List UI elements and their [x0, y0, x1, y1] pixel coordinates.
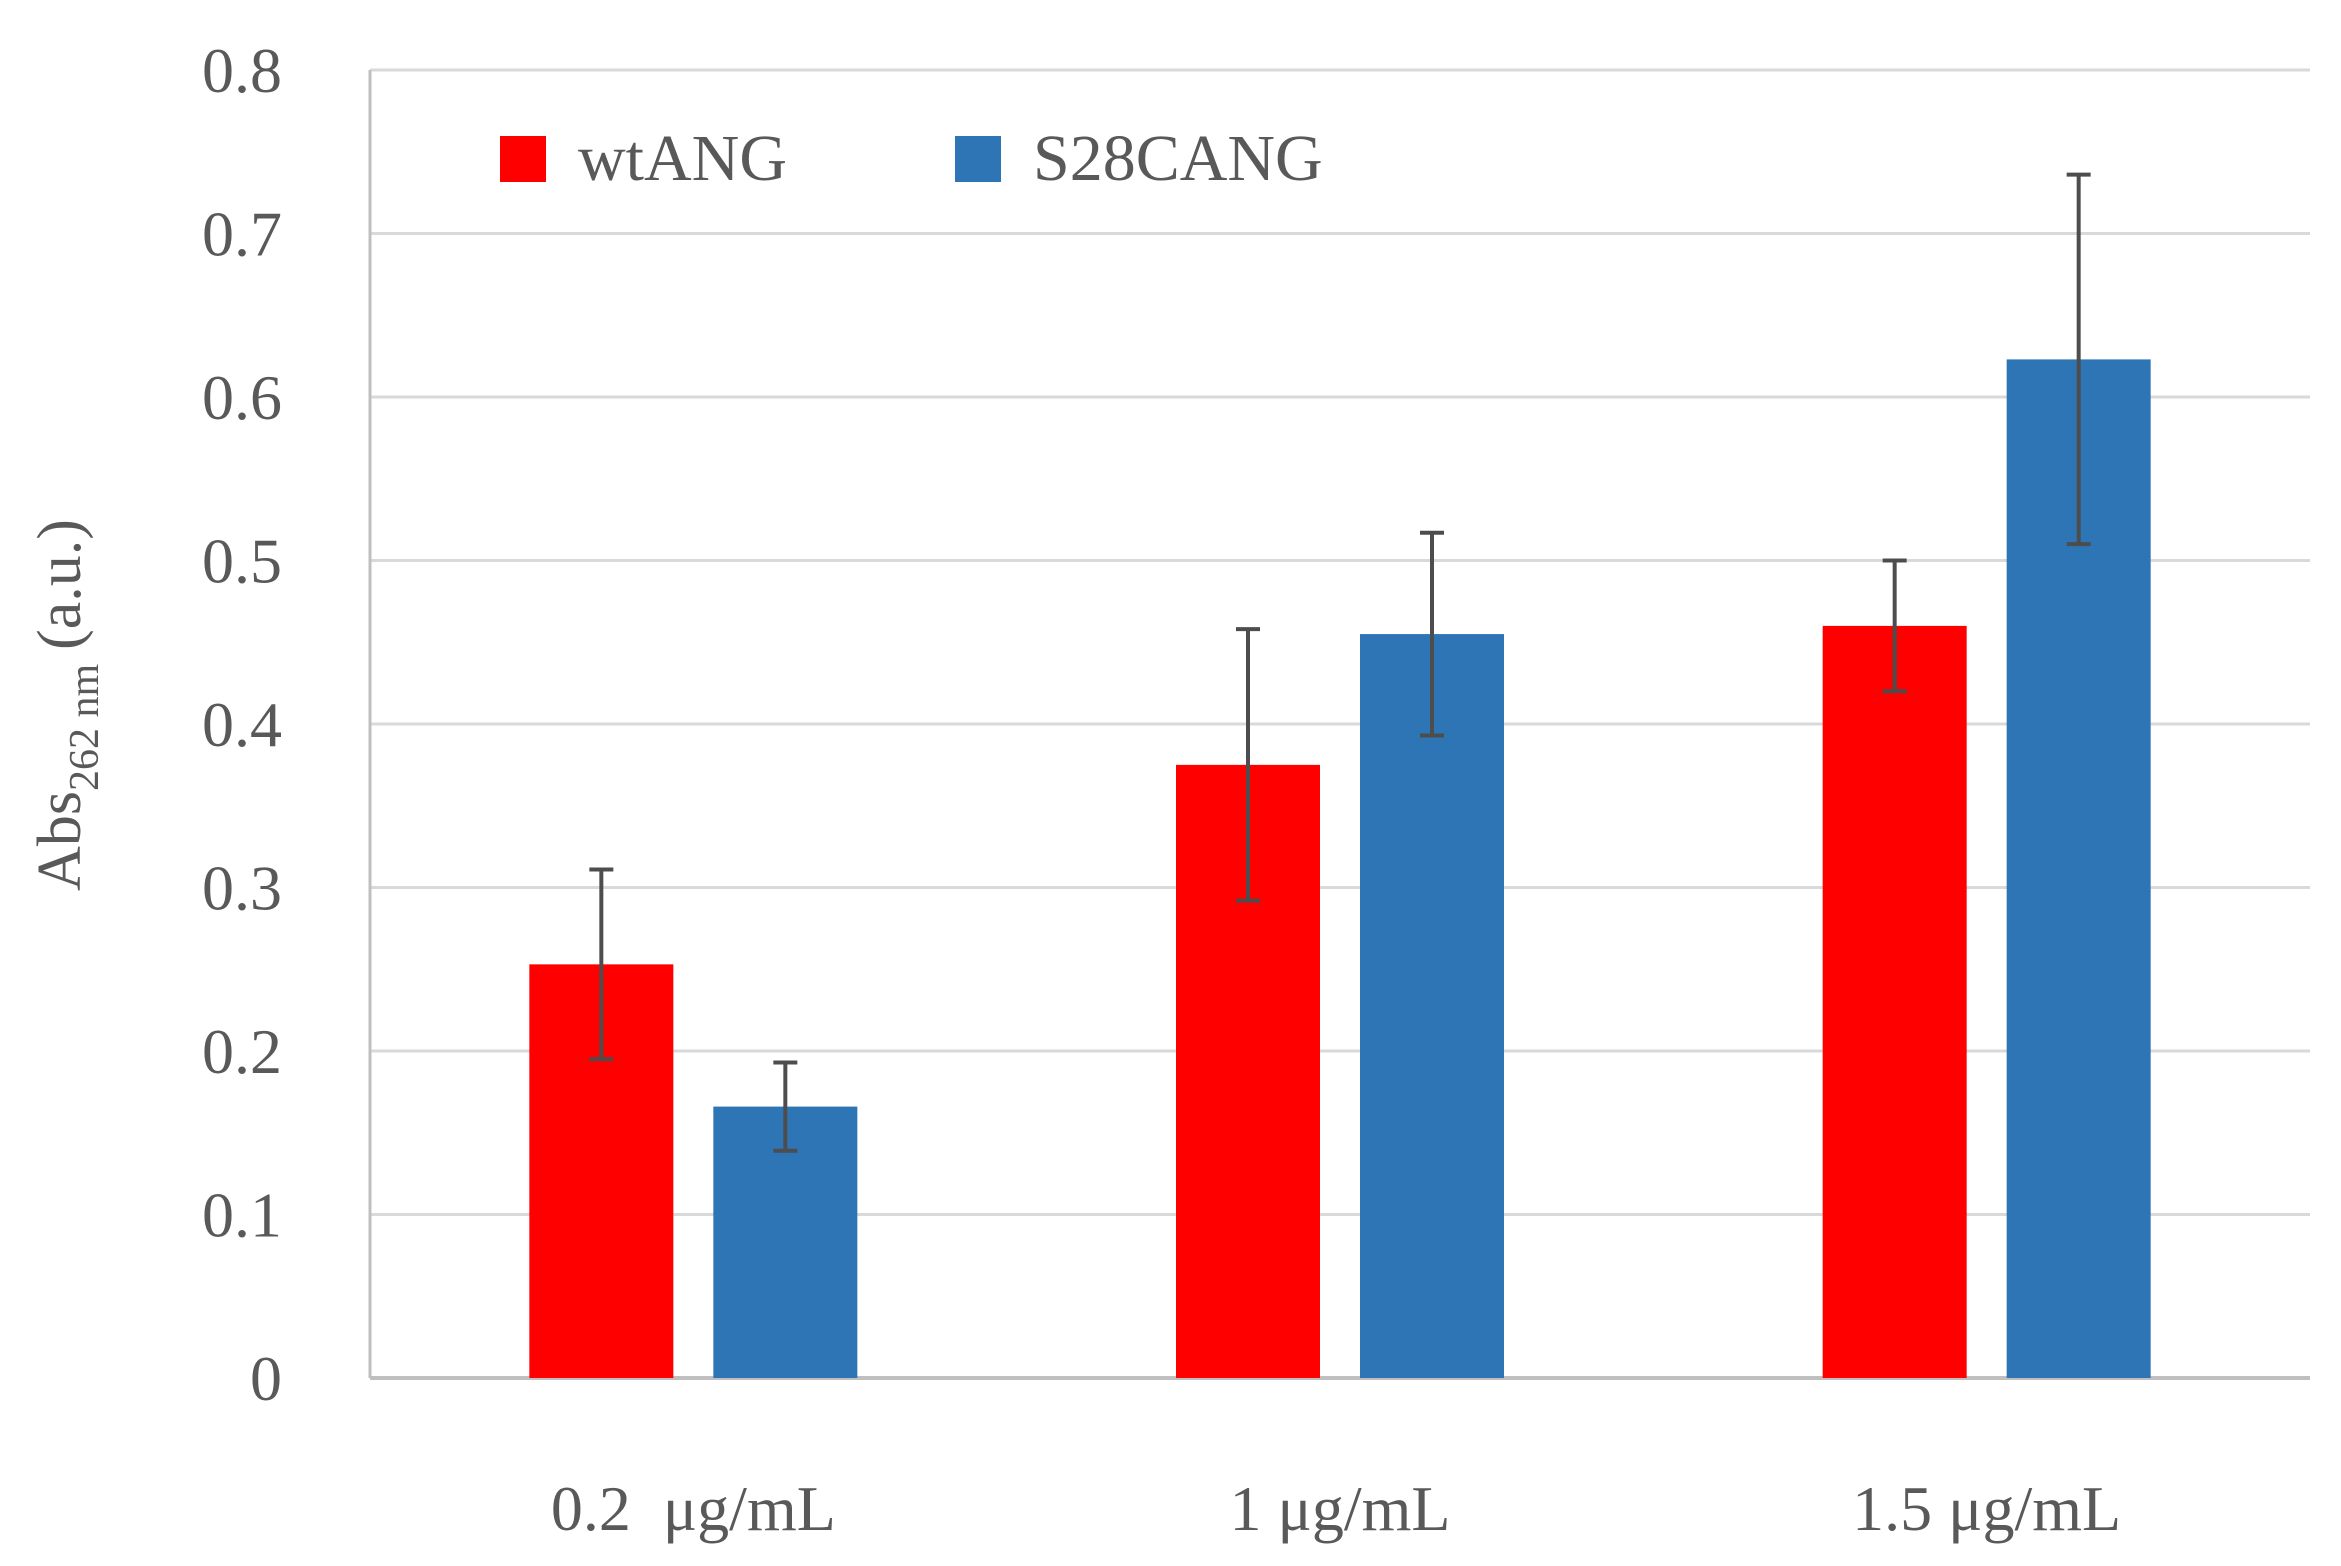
bar-series [529, 359, 2151, 1378]
y-axis-label-subscript: 262 nm [62, 664, 108, 792]
y-axis-label-main: Abs [26, 791, 94, 891]
y-tick-label: 0 [250, 1343, 282, 1414]
error-bars [589, 172, 2091, 1153]
gridlines [368, 68, 2310, 1380]
x-tick-label: 1.5 μg/mL [1852, 1473, 2121, 1544]
legend: wtANG S28CANG [500, 122, 1323, 195]
x-tick-label: 1 μg/mL [1230, 1473, 1451, 1544]
y-tick-label: 0.1 [202, 1180, 282, 1251]
y-axis-label-unit: (a.u.) [26, 519, 94, 650]
x-tick-label: 0.2 μg/mL [551, 1473, 836, 1544]
y-tick-label: 0.5 [202, 526, 282, 597]
legend-label: wtANG [578, 122, 787, 195]
y-axis-label: Abs262 nm (a.u.) [26, 519, 108, 891]
y-tick-label: 0.2 [202, 1016, 282, 1087]
y-tick-label: 0.4 [202, 689, 282, 760]
y-axis-ticks: 0 0.1 0.2 0.3 0.4 0.5 0.6 0.7 0.8 [202, 35, 282, 1414]
x-axis-ticks: 0.2 μg/mL 1 μg/mL 1.5 μg/mL [551, 1473, 2121, 1544]
y-tick-label: 0.8 [202, 35, 282, 106]
y-tick-label: 0.7 [202, 199, 282, 270]
bar-S28CANG-1 [1360, 634, 1504, 1378]
bar-wtANG-2 [1822, 625, 1967, 1378]
legend-swatch-wtANG [500, 136, 546, 182]
y-tick-label: 0.6 [202, 362, 282, 433]
legend-label: S28CANG [1033, 122, 1323, 195]
y-tick-label: 0.3 [202, 853, 282, 924]
legend-swatch-S28CANG [955, 136, 1001, 182]
